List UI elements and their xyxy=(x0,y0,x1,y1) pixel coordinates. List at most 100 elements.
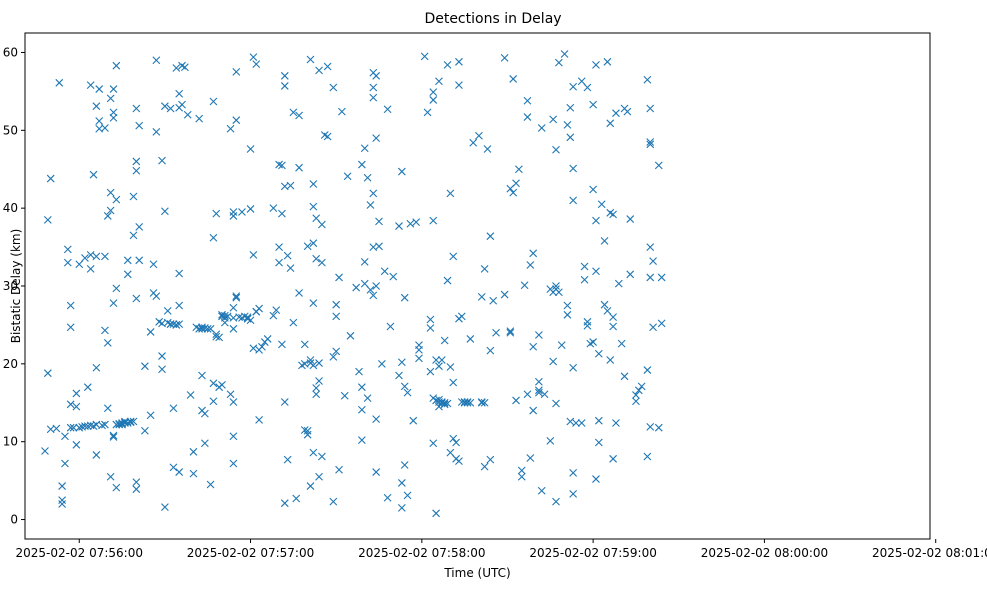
data-point xyxy=(377,359,386,368)
data-point xyxy=(432,356,440,364)
data-point xyxy=(123,256,132,265)
data-point xyxy=(83,422,92,431)
data-point xyxy=(372,468,381,476)
data-point xyxy=(41,447,49,455)
data-point xyxy=(109,299,118,308)
data-point xyxy=(249,250,258,259)
y-tick-label: 40 xyxy=(3,201,18,215)
data-point xyxy=(286,181,295,190)
data-point xyxy=(372,134,381,142)
data-point xyxy=(175,320,184,329)
data-point xyxy=(415,345,423,354)
data-point xyxy=(123,270,132,279)
data-point xyxy=(397,358,406,367)
data-point xyxy=(189,469,198,478)
data-point xyxy=(161,102,169,111)
data-point xyxy=(309,239,318,248)
data-point xyxy=(552,399,560,408)
plot-area-frame xyxy=(24,32,931,540)
data-point xyxy=(395,371,403,380)
data-point xyxy=(406,219,415,228)
data-point xyxy=(158,156,166,165)
data-point xyxy=(315,359,323,367)
data-point xyxy=(443,399,452,408)
data-point xyxy=(295,111,303,120)
data-point xyxy=(275,258,283,267)
data-point xyxy=(592,475,600,483)
data-point xyxy=(198,371,206,380)
data-point xyxy=(66,301,75,310)
data-point xyxy=(649,323,657,332)
data-point xyxy=(289,108,298,117)
data-point xyxy=(563,120,572,129)
data-point xyxy=(415,354,423,363)
data-point xyxy=(614,279,623,288)
data-point xyxy=(323,62,332,71)
data-point xyxy=(429,439,438,448)
data-point xyxy=(200,439,209,448)
data-point xyxy=(229,398,238,406)
data-point xyxy=(397,479,406,487)
data-point xyxy=(332,300,341,309)
data-point xyxy=(455,457,463,466)
data-point xyxy=(106,94,115,103)
data-point xyxy=(332,312,341,321)
data-point xyxy=(189,447,198,456)
data-point xyxy=(135,121,144,130)
data-point xyxy=(226,124,235,133)
data-point xyxy=(529,406,538,415)
data-point xyxy=(537,124,546,132)
y-tick-label: 30 xyxy=(3,279,18,293)
data-point xyxy=(232,293,241,302)
data-point xyxy=(61,459,69,468)
data-point xyxy=(172,64,181,72)
data-point xyxy=(335,273,343,282)
data-point xyxy=(534,377,543,386)
data-point xyxy=(58,496,67,504)
data-point xyxy=(477,293,486,301)
data-point xyxy=(209,397,218,406)
data-point xyxy=(312,254,321,263)
data-point xyxy=(152,127,161,136)
data-point xyxy=(594,349,603,358)
data-point xyxy=(312,384,321,392)
data-point xyxy=(500,54,509,62)
data-point xyxy=(246,316,255,325)
data-point xyxy=(352,283,361,292)
data-point xyxy=(306,356,315,364)
data-point xyxy=(552,145,560,154)
data-point xyxy=(269,204,278,213)
data-point xyxy=(280,499,289,508)
data-point xyxy=(360,279,369,288)
data-point xyxy=(446,363,455,371)
data-point xyxy=(286,264,295,272)
x-tick-label: 2025-02-02 08:01:00 xyxy=(872,546,987,560)
data-point xyxy=(343,172,352,181)
data-point xyxy=(609,313,617,322)
data-point xyxy=(597,200,606,209)
data-point xyxy=(103,338,112,347)
data-point xyxy=(255,304,263,313)
data-point xyxy=(112,483,121,492)
data-point xyxy=(55,78,64,87)
data-point xyxy=(617,339,626,348)
data-point xyxy=(106,472,115,481)
data-point xyxy=(178,100,186,109)
data-point xyxy=(403,491,412,500)
data-point xyxy=(95,85,104,93)
data-point xyxy=(460,398,469,407)
data-point xyxy=(83,383,92,392)
data-point xyxy=(429,216,438,225)
data-point xyxy=(517,466,526,475)
data-point xyxy=(492,328,500,337)
data-point xyxy=(357,160,366,169)
data-point xyxy=(423,108,432,117)
data-point xyxy=(278,209,286,218)
data-point xyxy=(583,317,592,326)
data-point xyxy=(300,340,309,349)
data-point xyxy=(109,113,118,122)
y-tick-label: 0 xyxy=(10,513,18,527)
data-point xyxy=(86,81,95,90)
data-point xyxy=(306,482,315,490)
data-point xyxy=(486,346,495,355)
